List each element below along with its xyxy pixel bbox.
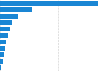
Bar <box>0 27 10 31</box>
Bar <box>0 40 6 44</box>
Bar <box>0 7 32 12</box>
Bar <box>0 33 8 38</box>
Bar <box>0 46 5 51</box>
Bar <box>0 1 98 6</box>
Bar <box>0 14 18 19</box>
Bar <box>0 65 1 70</box>
Bar <box>0 52 4 57</box>
Bar <box>0 59 3 64</box>
Bar <box>0 20 12 25</box>
